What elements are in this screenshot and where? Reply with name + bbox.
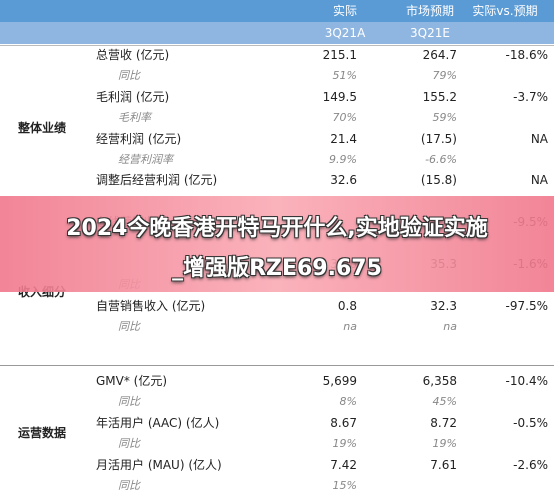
sub-label: 经营利润率: [118, 152, 173, 166]
row-label: 自营销售收入 (亿元): [96, 298, 206, 313]
cell: (15.8): [420, 173, 457, 188]
column-header: 实际: [332, 4, 357, 18]
cell: 59%: [432, 110, 457, 124]
separator: [0, 365, 554, 366]
period-header: 3Q21A: [324, 26, 366, 40]
cell: 8.67: [330, 415, 357, 430]
banner-text: _增强版RZE69.675: [172, 256, 382, 281]
cell: 264.7: [422, 48, 457, 62]
sub-label: 同比: [118, 436, 140, 450]
row-label: 毛利润 (亿元): [96, 89, 170, 104]
cell: 32.6: [330, 173, 357, 188]
column-header: 市场预期: [405, 4, 454, 18]
cell: na: [443, 319, 457, 333]
cell: 215.1: [322, 48, 357, 62]
cell: 19%: [332, 436, 357, 450]
cell: -18.6%: [505, 48, 548, 62]
cell: 21.4: [330, 131, 357, 146]
cell: 19%: [432, 436, 457, 450]
cell: 8.72: [430, 415, 457, 430]
row-label: 调整后经营利润 (亿元): [96, 173, 218, 188]
separator: [0, 45, 554, 46]
sub-label: 同比: [118, 478, 140, 492]
cell: 6,358: [422, 374, 457, 388]
sub-label: 毛利率: [118, 110, 151, 124]
cell: 7.61: [430, 457, 457, 472]
row-label: 总营收 (亿元): [96, 48, 170, 62]
cell: 79%: [432, 68, 457, 82]
row-label: 年活用户 (AAC) (亿人): [96, 415, 220, 430]
cell: 9.9%: [329, 152, 357, 166]
cell: (17.5): [420, 131, 457, 146]
sub-label: 同比: [118, 68, 140, 82]
cell: 8%: [339, 394, 357, 408]
sub-label: 同比: [118, 394, 140, 408]
cell: -2.6%: [513, 457, 548, 472]
cell: -3.7%: [513, 89, 548, 104]
cell: 15%: [332, 478, 357, 492]
banner-text: 2024今晚香港开特马开什么,实地验证实施: [66, 216, 488, 241]
column-header: 实际vs.预期: [472, 4, 538, 18]
cell: 51%: [332, 68, 357, 82]
header-bar-2: [0, 22, 554, 44]
cell: 155.2: [422, 89, 457, 104]
cell: na: [343, 319, 357, 333]
cell: 7.42: [330, 457, 357, 472]
cell: 70%: [332, 110, 357, 124]
cell: -0.5%: [513, 415, 548, 430]
cell: 0.8: [337, 298, 357, 313]
section-label: 运营数据: [18, 426, 67, 440]
cell: NA: [530, 173, 548, 188]
cell: NA: [530, 131, 548, 146]
row-label: 月活用户 (MAU) (亿人): [96, 457, 222, 472]
row-label: GMV* (亿元): [96, 374, 168, 388]
section-label: 整体业绩: [18, 121, 67, 135]
cell: -6.6%: [425, 152, 457, 166]
cell: -97.5%: [505, 298, 548, 313]
row-label: 经营利润 (亿元): [96, 131, 182, 146]
cell: -10.4%: [505, 374, 548, 388]
cell: 5,699: [322, 374, 357, 388]
cell: 32.3: [430, 298, 457, 313]
cell: 45%: [432, 394, 457, 408]
period-header: 3Q21E: [410, 26, 450, 40]
overlay-banner: 2024今晚香港开特马开什么,实地验证实施 _增强版RZE69.675: [0, 196, 554, 292]
sub-label: 同比: [118, 319, 140, 333]
cell: 149.5: [322, 89, 357, 104]
